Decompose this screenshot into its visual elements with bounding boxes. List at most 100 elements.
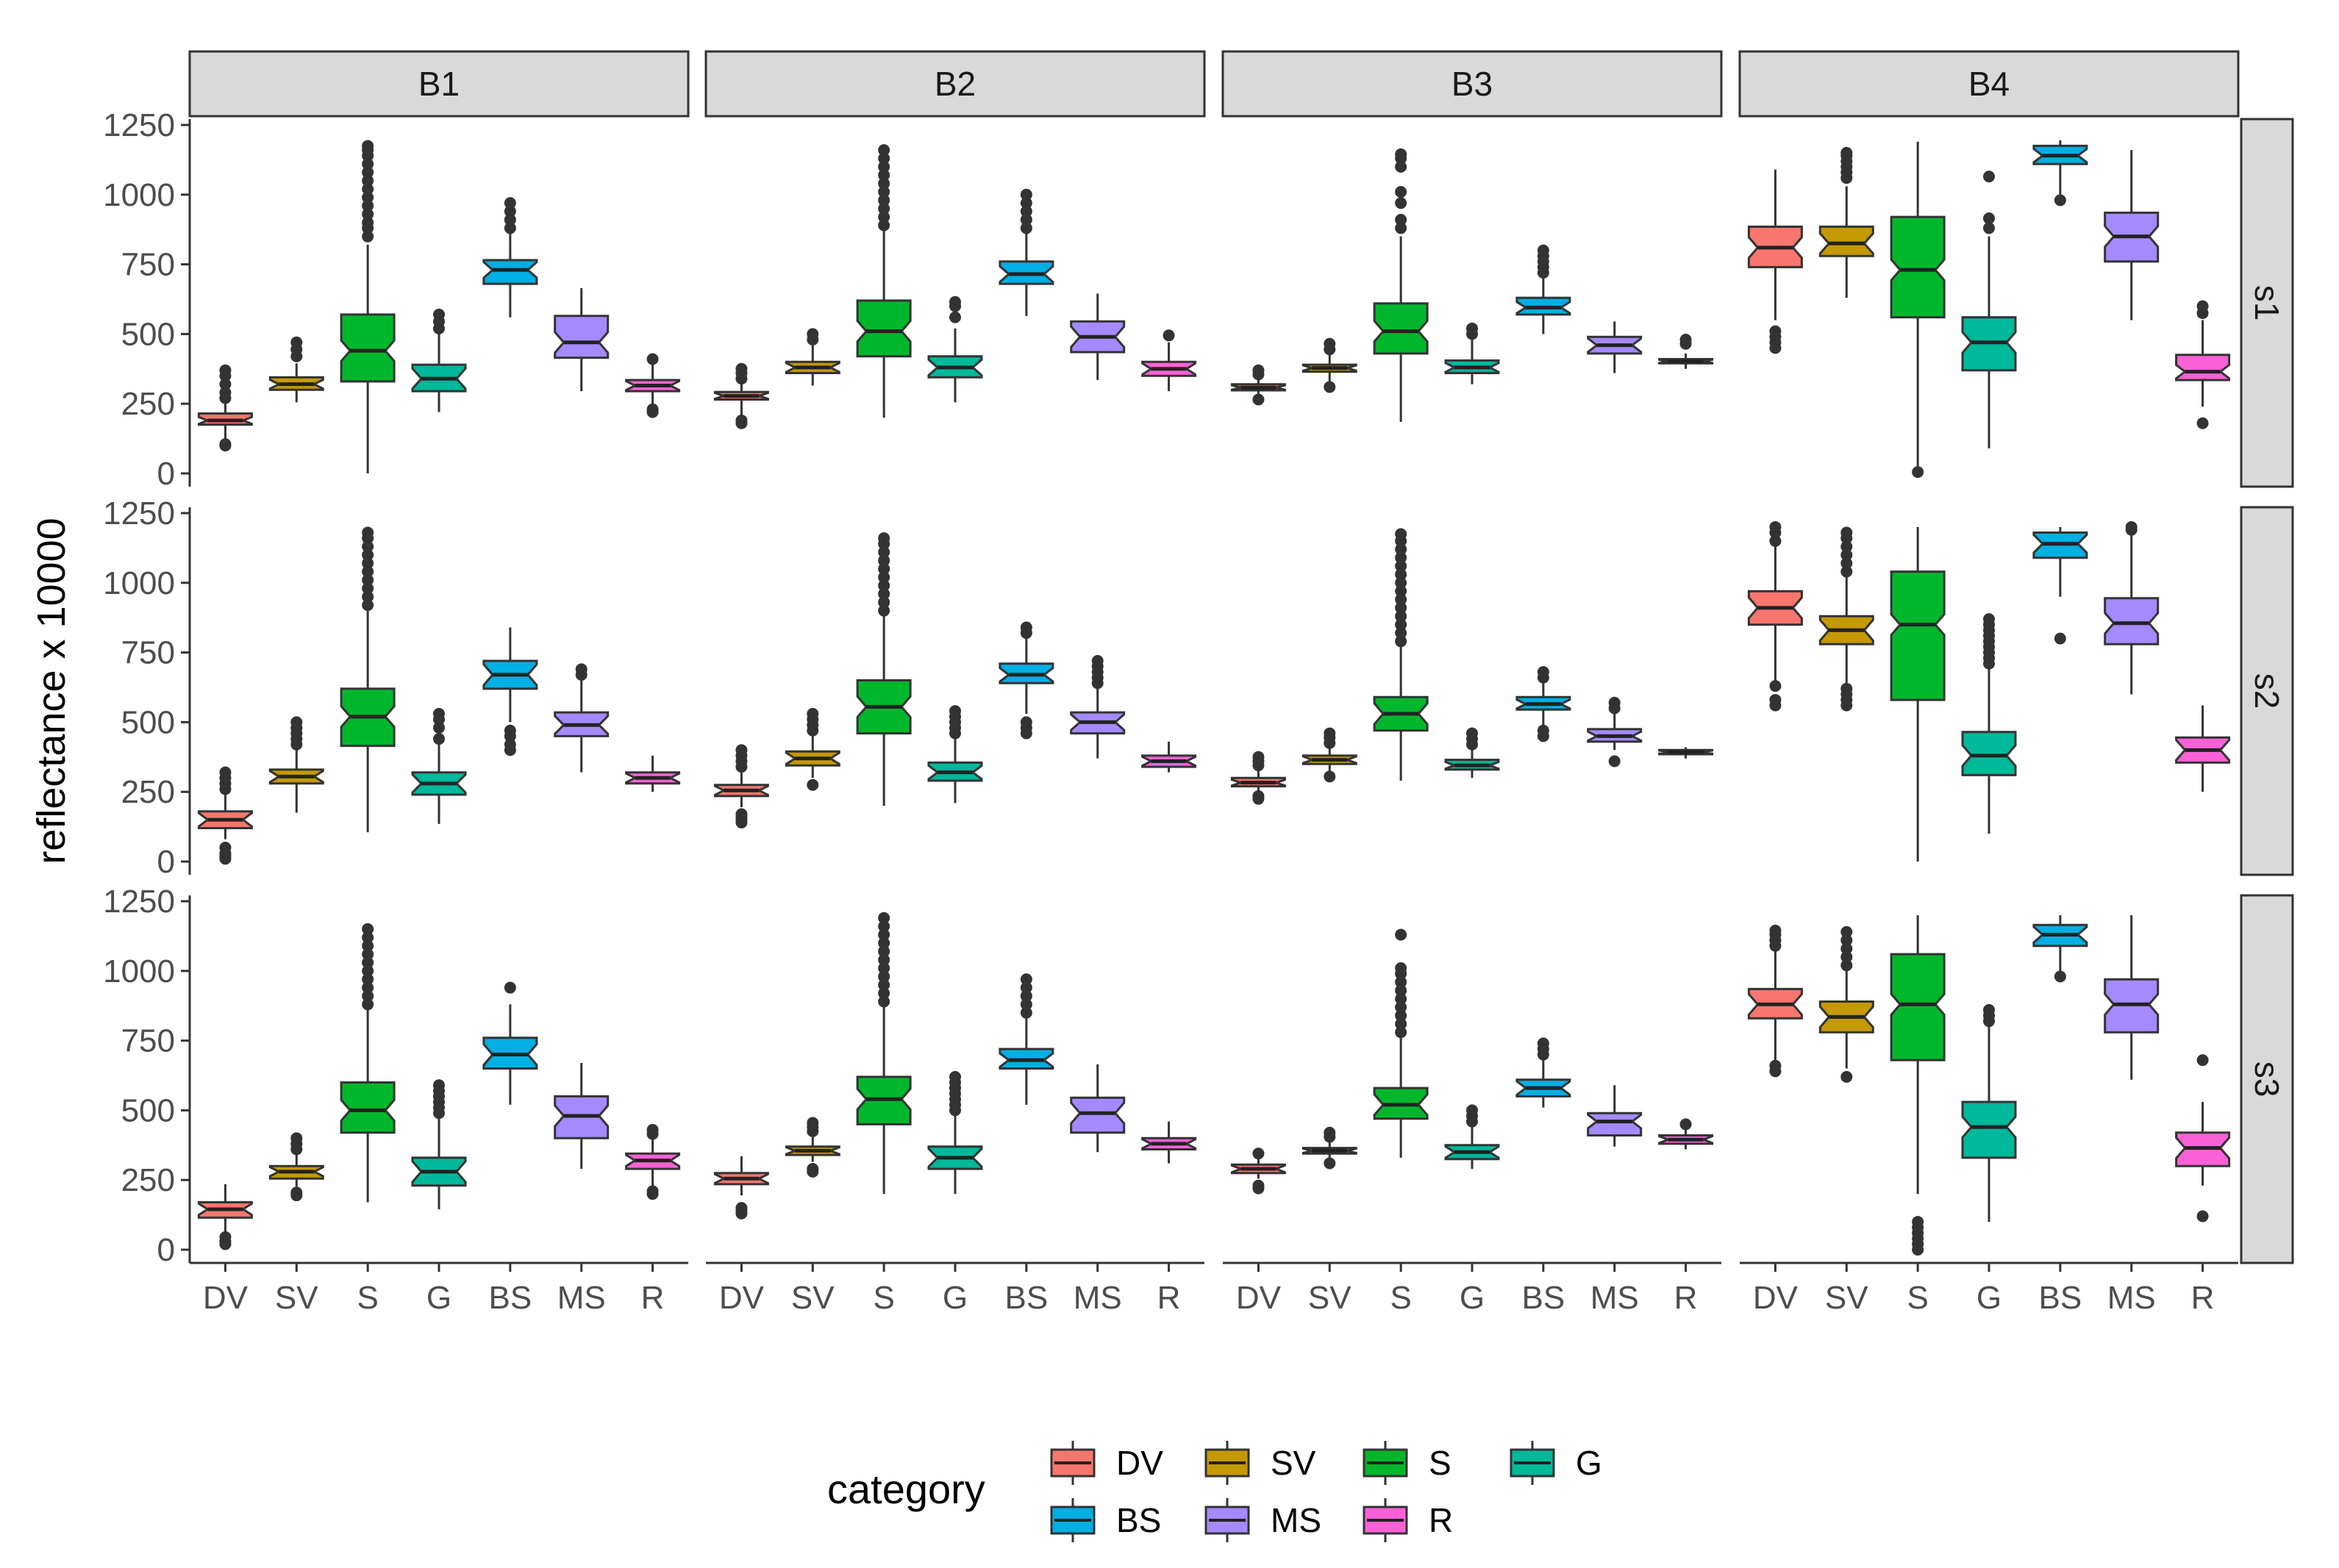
outlier-point-B1-s1-SV <box>290 336 303 348</box>
y-tick-label: 1250 <box>103 495 175 531</box>
outlier-point-B2-s2-S <box>878 579 890 592</box>
legend-label-BS: BS <box>1116 1501 1161 1539</box>
legend-item-SV: SV <box>1204 1441 1316 1485</box>
facet-label-s1: s1 <box>2248 285 2286 321</box>
outlier-point-B2-s3-S <box>878 920 890 933</box>
legend-item-G: G <box>1510 1441 1602 1485</box>
x-tick-label-MS: MS <box>557 1280 606 1316</box>
legend-item-DV: DV <box>1050 1441 1163 1485</box>
facet-label-B1: B1 <box>418 65 460 103</box>
x-tick-label-BS: BS <box>1005 1280 1049 1316</box>
outlier-point-B3-s2-S <box>1395 543 1407 556</box>
facet-strips: B1 B2 B3 B4 s1 s2 s3 <box>188 50 2294 1264</box>
y-tick-label: 750 <box>121 247 175 283</box>
outlier-point-B4-s1-R <box>2196 417 2209 429</box>
outlier-point-B4-s1-S <box>1912 466 1924 479</box>
box-B3-s1-S <box>1373 302 1429 355</box>
outlier-point-B4-s3-SV <box>1840 1070 1853 1083</box>
outlier-point-B2-s3-S <box>878 953 890 966</box>
x-tick-label-SV: SV <box>791 1280 835 1316</box>
facet-label-B2: B2 <box>935 65 976 103</box>
outlier-point-B1-s1-S <box>362 216 374 229</box>
y-tick-label: 1000 <box>103 953 175 989</box>
outlier-point-B2-s1-S <box>878 144 890 157</box>
outlier-point-B3-s2-DV <box>1252 751 1265 763</box>
y-tick-label: 750 <box>121 1023 175 1059</box>
legend: category DV SV S G BS MS R <box>827 1441 1602 1542</box>
outlier-point-B3-s3-DV <box>1252 1179 1265 1192</box>
outlier-point-B4-s2-DV <box>1769 534 1782 547</box>
outlier-point-B4-s3-SV <box>1840 926 1853 938</box>
outlier-point-B1-s1-R <box>646 403 659 415</box>
outlier-point-B1-s1-S <box>362 208 374 221</box>
outlier-point-B2-s3-BS <box>1020 973 1032 986</box>
y-tick-label: 500 <box>121 316 175 352</box>
outlier-point-B2-s3-BS <box>1020 981 1032 994</box>
outlier-point-B2-s1-S <box>878 177 890 190</box>
outlier-point-B2-s1-BS <box>1020 213 1032 226</box>
box-B4-s3-S <box>1890 953 1946 1062</box>
outlier-point-B1-s3-S <box>362 931 374 944</box>
legend-label-DV: DV <box>1116 1444 1163 1482</box>
outlier-point-B4-s1-DV <box>1769 325 1782 337</box>
outlier-point-B3-s2-G <box>1466 727 1478 740</box>
outlier-point-B4-s1-G <box>1983 212 1995 225</box>
x-tick-label-S: S <box>873 1280 894 1316</box>
facet-strip-s1 <box>2240 118 2294 488</box>
outlier-point-B2-s1-DV <box>735 414 748 426</box>
outlier-point-B3-s2-S <box>1395 560 1407 573</box>
outlier-point-B2-s3-S <box>878 937 890 949</box>
outlier-point-B3-s2-S <box>1395 593 1407 606</box>
outlier-point-B2-s2-S <box>878 554 890 567</box>
y-tick-label: 0 <box>157 844 175 880</box>
outlier-point-B3-s2-DV <box>1252 790 1265 802</box>
outlier-point-B3-s3-S <box>1395 1009 1407 1022</box>
box-B1-s1-BS <box>482 259 538 285</box>
outlier-point-B2-s2-G <box>949 705 961 717</box>
outlier-point-B3-s1-SV <box>1324 337 1336 350</box>
box-B4-s3-G <box>1961 1100 2017 1159</box>
x-tick-label-BS: BS <box>2039 1280 2082 1316</box>
outlier-point-B1-s1-DV <box>219 387 232 399</box>
outlier-point-B4-s3-SV <box>1840 959 1853 972</box>
x-tick-label-DV: DV <box>1753 1280 1799 1316</box>
outlier-point-B4-s2-SV <box>1840 526 1853 539</box>
y-tick-label: 0 <box>157 1232 175 1268</box>
outlier-point-B4-s2-G <box>1983 613 1995 626</box>
outlier-point-B2-s3-DV <box>735 1202 748 1214</box>
outlier-point-B4-s2-DV <box>1769 694 1782 706</box>
outlier-point-B3-s3-S <box>1395 984 1407 997</box>
outlier-point-B3-s3-S <box>1395 962 1407 975</box>
box-B4-s2-S <box>1890 570 1946 701</box>
outlier-point-B1-s3-S <box>362 964 374 977</box>
outlier-point-B1-s2-DV <box>219 842 232 854</box>
outlier-point-B1-s2-SV <box>290 716 303 728</box>
outlier-point-B3-s3-R <box>1679 1118 1692 1131</box>
x-tick-label-G: G <box>1460 1280 1485 1316</box>
outlier-point-B3-s1-G <box>1466 322 1478 334</box>
outlier-point-B1-s3-R <box>646 1123 659 1136</box>
outlier-point-B3-s1-DV <box>1252 364 1265 376</box>
box-B1-s1-S <box>340 313 396 383</box>
legend-item-R: R <box>1363 1498 1453 1542</box>
outlier-point-B3-s2-BS <box>1537 666 1549 679</box>
outlier-point-B3-s1-S <box>1395 222 1407 235</box>
outlier-point-B3-s3-BS <box>1537 1037 1549 1050</box>
x-tick-label-MS: MS <box>1074 1280 1122 1316</box>
outlier-point-B3-s2-S <box>1395 601 1407 614</box>
boxes-layer <box>197 140 2231 1256</box>
outlier-point-B3-s2-S <box>1395 610 1407 623</box>
outlier-point-B2-s1-S <box>878 152 890 165</box>
outlier-point-B3-s3-S <box>1395 975 1407 988</box>
outlier-point-B4-s2-BS <box>2054 632 2066 645</box>
outlier-point-B4-s2-SV <box>1840 540 1853 553</box>
outlier-point-B3-s3-S <box>1395 992 1407 1005</box>
box-B2-s1-S <box>856 299 912 358</box>
outlier-point-B3-s2-MS <box>1608 755 1621 767</box>
outlier-point-B1-s1-BS <box>504 213 516 226</box>
outlier-point-B1-s3-S <box>362 948 374 961</box>
outlier-point-B2-s2-SV <box>807 778 819 791</box>
outlier-point-B2-s2-MS <box>1091 654 1104 667</box>
facet-label-s3: s3 <box>2248 1062 2286 1098</box>
